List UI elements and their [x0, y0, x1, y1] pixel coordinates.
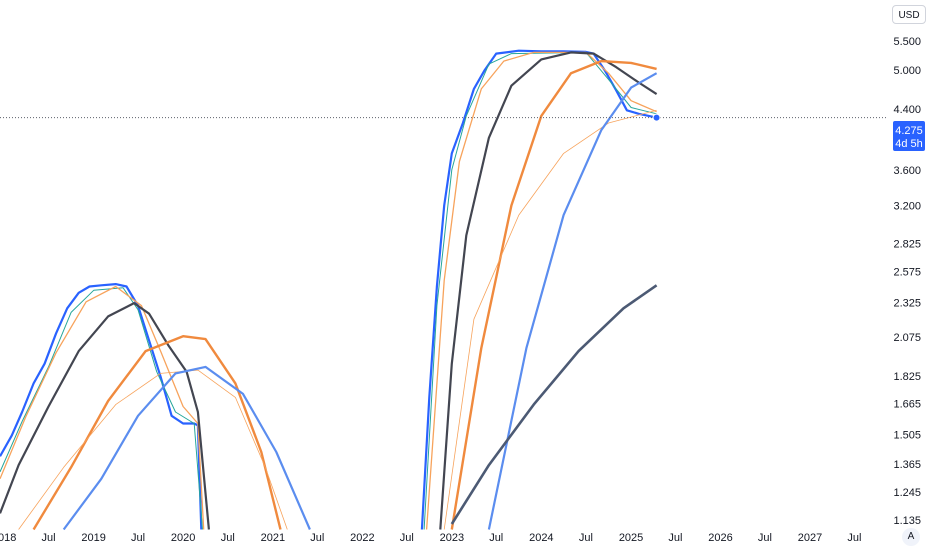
currency-button[interactable]: USD [892, 5, 926, 24]
y-tick-label: 2.075 [893, 332, 921, 344]
x-tick-label: Jul [131, 532, 145, 544]
x-tick-label: 2027 [798, 532, 822, 544]
series-line-0 [0, 283, 203, 530]
x-tick-label: 2020 [171, 532, 195, 544]
x-tick-label: Jul [758, 532, 772, 544]
auto-scale-button[interactable]: A [902, 528, 920, 546]
last-price-tag: 4.275 4d 5h [893, 121, 925, 151]
series-line-12 [62, 365, 311, 531]
series-line-6 [0, 302, 210, 530]
y-tick-label: 2.325 [893, 297, 921, 309]
x-tick-label: 2023 [440, 532, 464, 544]
last-price-value: 4.275 [895, 125, 923, 137]
series-line-10 [18, 369, 288, 530]
y-tick-label: 1.245 [893, 487, 921, 499]
time-axis[interactable]: 2018 Jul 2019 Jul 2020 Jul 2021 Jul 2022 Jul 2023 J… [0, 532, 861, 544]
series-line-9 [450, 59, 657, 530]
series-line-5 [425, 51, 657, 530]
series-layer [0, 49, 658, 531]
x-tick-label: 2019 [81, 532, 105, 544]
x-tick-label: Jul [400, 532, 414, 544]
y-tick-label: 1.505 [893, 429, 921, 441]
x-tick-label: 2026 [708, 532, 732, 544]
y-tick-label: 3.200 [893, 201, 921, 213]
series-line-11 [443, 109, 657, 530]
y-tick-label: 2.825 [893, 238, 921, 250]
series-line-4 [0, 285, 205, 530]
y-tick-label: 4.400 [893, 104, 921, 116]
price-axis[interactable]: 5.5005.0004.4004.0003.6003.2002.8252.575… [893, 36, 921, 527]
y-tick-label: 2.575 [893, 266, 921, 278]
x-tick-label: 2018 [0, 532, 16, 544]
y-tick-label: 5.000 [893, 65, 921, 77]
y-tick-label: 1.365 [893, 459, 921, 471]
x-tick-label: Jul [221, 532, 235, 544]
y-tick-label: 1.665 [893, 399, 921, 411]
x-tick-label: 2022 [350, 532, 374, 544]
x-tick-label: Jul [668, 532, 682, 544]
y-tick-label: 1.825 [893, 371, 921, 383]
series-line-3 [423, 51, 657, 530]
x-tick-label: Jul [489, 532, 503, 544]
x-tick-label: 2025 [619, 532, 643, 544]
series-line-7 [439, 51, 658, 530]
last-price-dot [652, 113, 661, 122]
series-line-1 [420, 49, 657, 530]
bar-countdown: 4d 5h [895, 138, 923, 150]
y-tick-label: 5.500 [893, 36, 921, 48]
series-line-13 [487, 72, 658, 530]
series-line-14 [450, 284, 658, 525]
y-tick-label: 3.600 [893, 165, 921, 177]
y-tick-label: 1.135 [893, 515, 921, 527]
x-tick-label: Jul [579, 532, 593, 544]
series-line-8 [32, 335, 282, 531]
series-line-2 [0, 287, 203, 530]
x-tick-label: Jul [847, 532, 861, 544]
x-tick-label: 2024 [529, 532, 553, 544]
x-tick-label: Jul [42, 532, 56, 544]
x-tick-label: 2021 [261, 532, 285, 544]
x-tick-label: Jul [310, 532, 324, 544]
